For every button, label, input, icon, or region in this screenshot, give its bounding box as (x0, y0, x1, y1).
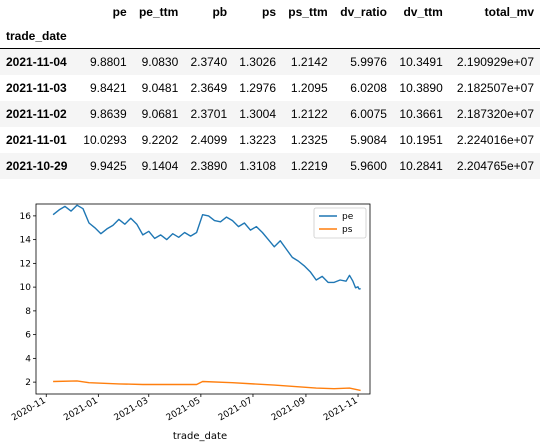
y-tick-label: 8 (25, 307, 31, 317)
table-row: 2021-11-02 9.8639 9.0681 2.3701 1.3004 1.2122… (0, 101, 540, 127)
table-cell-pb: 2.3890 (190, 159, 228, 173)
table-cell-ps-ttm: 1.2142 (290, 55, 328, 69)
corner-cell (0, 0, 77, 24)
row-index-cell: 2021-11-01 (6, 133, 67, 147)
table-cell-dv-ratio: 5.9084 (350, 133, 387, 147)
column-header-pe: pe (112, 5, 127, 19)
legend-label-pe: pe (342, 212, 354, 222)
table-cell-dv-ttm: 10.1951 (399, 133, 443, 147)
x-tick-label: 2020-11 (10, 396, 48, 423)
table-cell-pe: 9.8639 (89, 107, 127, 121)
table-cell-ps: 1.2976 (239, 81, 276, 95)
table-cell-pe: 10.0293 (83, 133, 127, 147)
index-name-row-padding (77, 24, 540, 49)
column-header-ps: ps (261, 5, 276, 19)
x-axis: 2020-11 2021-01 2021-03 2021-05 2021-07 2021-… (10, 394, 360, 424)
table-row: 2021-11-04 9.8801 9.0830 2.3740 1.3026 1.2142… (0, 48, 540, 75)
row-index-cell: 2021-11-04 (6, 55, 67, 69)
table-cell-pe: 9.8801 (89, 55, 127, 69)
table-header: pe pe_ttm pb ps ps_ttm dv_ratio dv_ttm total_mv… (0, 0, 540, 49)
table-cell-ps: 1.3026 (239, 55, 276, 69)
table-cell-ps-ttm: 1.2122 (290, 107, 328, 121)
legend: pe ps (313, 207, 367, 239)
y-tick-label: 14 (20, 236, 32, 246)
series-line-pe (52, 204, 361, 290)
x-tick-label: 2021-01 (62, 396, 100, 423)
table-cell-dv-ttm: 10.3661 (399, 107, 443, 121)
table-cell-total-mv: 2.224016e+07 (456, 133, 534, 147)
table-cell-pe-ttm: 9.0481 (141, 81, 179, 95)
table-row: 2021-11-01 10.0293 9.2202 2.4099 1.3223 1.232… (0, 127, 540, 153)
table-cell-dv-ratio: 5.9976 (350, 55, 387, 69)
table-cell-dv-ttm: 10.3890 (399, 81, 443, 95)
table-cell-dv-ratio: 5.9600 (350, 159, 387, 173)
table-cell-pe: 9.8421 (89, 81, 127, 95)
column-header-pe-ttm: pe_ttm (138, 5, 179, 19)
index-name-row: trade_date (0, 24, 540, 49)
column-header-dv-ratio: dv_ratio (340, 5, 387, 19)
table-cell-pe: 9.9425 (89, 159, 127, 173)
x-tick-label: 2021-05 (165, 396, 203, 423)
dataframe-table: pe pe_ttm pb ps ps_ttm dv_ratio dv_ttm total_mv… (0, 0, 540, 179)
table-cell-ps: 1.3223 (239, 133, 276, 147)
table-cell-pb: 2.4099 (190, 133, 228, 147)
table-cell-ps-ttm: 1.2219 (290, 159, 328, 173)
table-cell-total-mv: 2.187320e+07 (456, 107, 534, 121)
table-cell-total-mv: 2.204765e+07 (456, 159, 534, 173)
table-cell-pe-ttm: 9.1404 (141, 159, 179, 173)
column-header-dv-ttm: dv_ttm (403, 5, 443, 19)
table-cell-pe-ttm: 9.0681 (141, 107, 179, 121)
table-row: 2021-11-03 9.8421 9.0481 2.3649 1.2976 1.2095… (0, 75, 540, 101)
table-cell-dv-ttm: 10.3491 (399, 55, 443, 69)
table-cell-pe-ttm: 9.2202 (141, 133, 179, 147)
table-cell-pb: 2.3701 (190, 107, 228, 121)
x-tick-label: 2021-11 (322, 396, 360, 423)
y-tick-label: 16 (20, 212, 32, 222)
column-header-row: pe pe_ttm pb ps ps_ttm dv_ratio dv_ttm total_mv (0, 0, 540, 24)
row-index-cell: 2021-11-02 (6, 107, 67, 121)
table-body: 2021-11-04 9.8801 9.0830 2.3740 1.3026 1.2142… (0, 48, 540, 179)
table-cell-pe-ttm: 9.0830 (141, 55, 179, 69)
table-cell-dv-ratio: 6.0075 (350, 107, 387, 121)
table-cell-pb: 2.3649 (190, 81, 228, 95)
series-line-ps (53, 380, 361, 392)
row-index-cell: 2021-11-03 (6, 81, 67, 95)
index-name: trade_date (6, 29, 67, 43)
y-axis: 2 4 6 8 10 12 14 16 (20, 212, 36, 388)
table-cell-total-mv: 2.190929e+07 (456, 55, 534, 69)
x-tick-label: 2021-07 (217, 396, 255, 423)
column-header-ps-ttm: ps_ttm (288, 5, 328, 19)
table-cell-dv-ttm: 10.2841 (399, 159, 443, 173)
x-tick-label: 2021-03 (113, 396, 151, 423)
table-cell-ps-ttm: 1.2095 (290, 81, 328, 95)
y-tick-label: 6 (25, 331, 31, 341)
y-tick-label: 12 (20, 259, 31, 269)
row-index-cell: 2021-10-29 (6, 159, 68, 173)
y-tick-label: 10 (20, 283, 32, 293)
table-cell-ps-ttm: 1.2325 (290, 133, 328, 147)
table-cell-ps: 1.3004 (239, 107, 276, 121)
legend-label-ps: ps (342, 225, 353, 235)
table-row: 2021-10-29 9.9425 9.1404 2.3890 1.3108 1.2219… (0, 153, 540, 179)
table-cell-total-mv: 2.182507e+07 (456, 81, 534, 95)
table-cell-dv-ratio: 6.0208 (350, 81, 387, 95)
line-chart: 2 4 6 8 10 12 14 16 2020-11 2021-01 2021-03 2021-0… (10, 203, 371, 442)
column-header-pb: pb (212, 5, 228, 19)
table-cell-ps: 1.3108 (239, 159, 276, 173)
column-header-total-mv: total_mv (484, 5, 534, 19)
y-tick-label: 2 (25, 378, 31, 388)
series-layer (52, 204, 361, 392)
legend-box (313, 207, 367, 239)
table-cell-pb: 2.3740 (190, 55, 228, 69)
x-axis-label: trade_date (173, 431, 227, 442)
x-tick-label: 2021-09 (270, 396, 308, 424)
y-tick-label: 4 (25, 354, 31, 364)
